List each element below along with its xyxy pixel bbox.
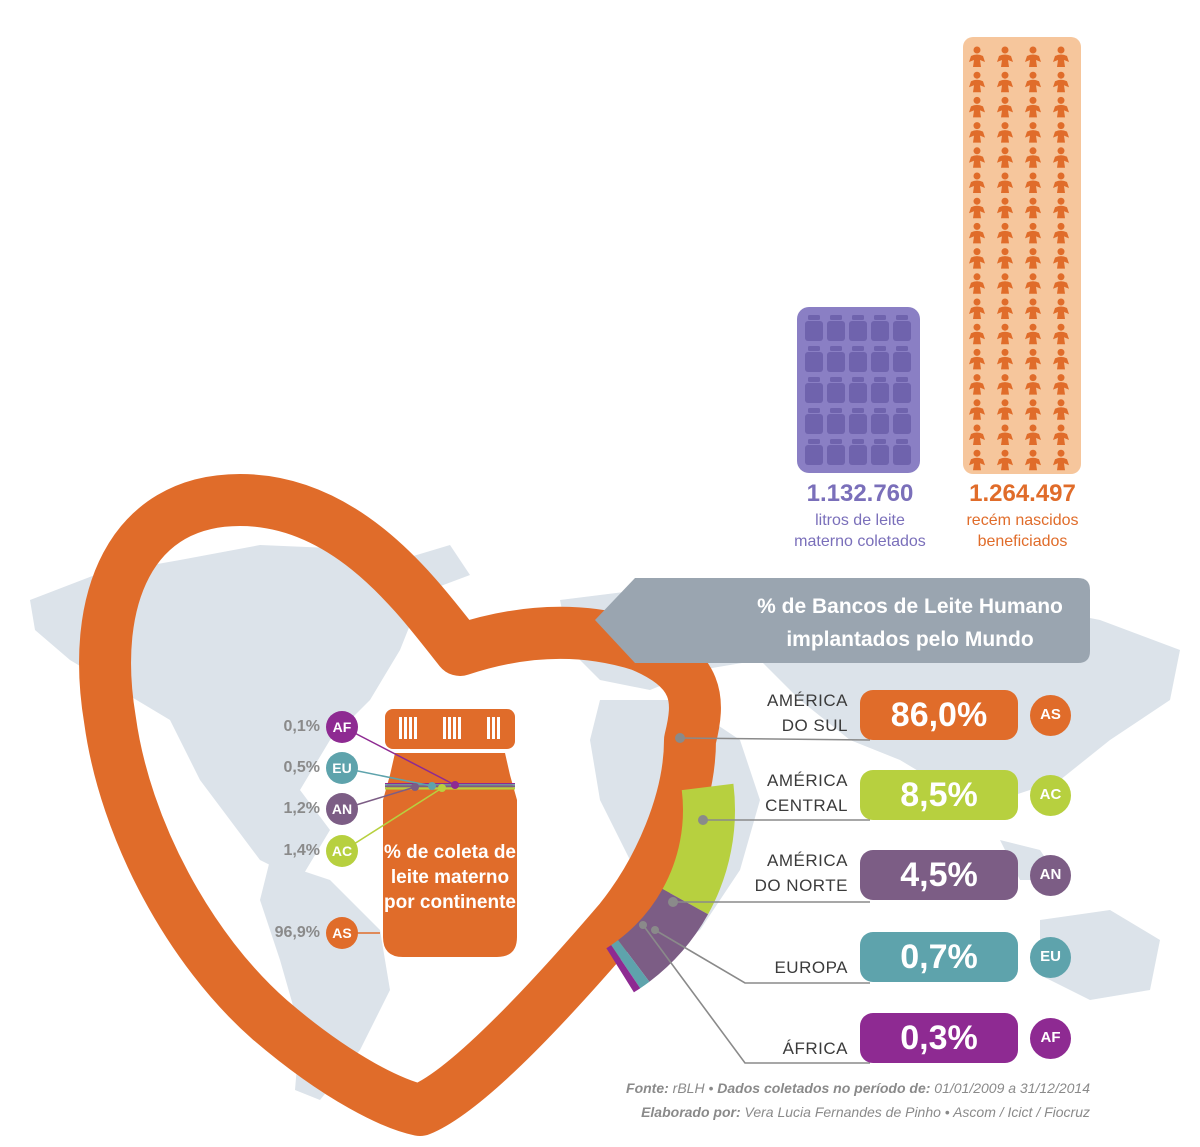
continent-name-af: ÁFRICA	[782, 1039, 848, 1058]
jar-percent-eu: 0,5%	[283, 759, 320, 776]
liters-label: litros de leite materno coletados	[760, 510, 960, 552]
code-badge-an: AN	[1030, 855, 1071, 896]
newborns-label: recém nascidos beneficiados	[925, 510, 1120, 552]
jar-layer-af	[385, 783, 515, 785]
percent-pill-an: 4,5%	[860, 850, 1018, 900]
percent-pill-eu: 0,7%	[860, 932, 1018, 982]
jar-badge-an: AN	[326, 793, 358, 825]
newborns-label-line1: recém nascidos	[966, 512, 1079, 529]
percent-pill-af: 0,3%	[860, 1013, 1018, 1063]
connector-af	[642, 924, 870, 1064]
code-badge-eu: EU	[1030, 937, 1071, 978]
jar-layer-an	[385, 785, 515, 788]
jar-badge-af: AF	[326, 711, 358, 743]
jar-caption-line3: por continente	[384, 892, 516, 913]
jar-percent-as: 96,9%	[274, 924, 320, 941]
continent-name-an: AMÉRICA DO NORTE	[754, 851, 848, 895]
banner-arrow	[595, 578, 1090, 663]
code-badge-as: AS	[1030, 695, 1071, 736]
connector-as	[679, 737, 871, 741]
percent-pill-ac: 8,5%	[860, 770, 1018, 820]
footer-period-label: Dados coletados no período de:	[717, 1080, 931, 1096]
footer-period-value: 01/01/2009 a 31/12/2014	[930, 1080, 1090, 1096]
mother-baby-grid	[963, 37, 1081, 474]
jar-caption-line1: % de coleta de	[384, 842, 516, 863]
jar-badge-as: AS	[326, 917, 358, 949]
milk-bottle-grid	[797, 307, 920, 473]
banner-title-line1: % de Bancos de Leite Humano	[757, 595, 1063, 618]
continent-name-as: AMÉRICA DO SUL	[767, 691, 848, 735]
percent-pill-as: 86,0%	[860, 690, 1018, 740]
jar-layer-eu	[385, 784, 515, 786]
liters-value: 1.132.760	[806, 480, 914, 507]
footer-author: Elaborado por: Vera Lucia Fernandes de P…	[400, 1104, 1090, 1120]
newborns-label-line2: beneficiados	[977, 533, 1068, 550]
jar-caption: % de coleta de leite materno por contine…	[375, 840, 525, 915]
liters-label-line1: litros de leite	[815, 512, 905, 529]
jar-caption-line2: leite materno	[390, 867, 510, 888]
ring-segment-af	[606, 945, 641, 993]
footer-source-value: rBLH •	[668, 1080, 718, 1096]
liters-label-line2: materno coletados	[794, 533, 926, 550]
footer-author-value: Vera Lucia Fernandes de Pinho • Ascom / …	[740, 1104, 1090, 1120]
banner-title-line2: implantados pelo Mundo	[786, 628, 1034, 651]
code-badge-af: AF	[1030, 1018, 1071, 1059]
jar-badge-eu: EU	[326, 752, 358, 784]
ring-segment-ac	[662, 783, 736, 915]
newborns-value: 1.264.497	[969, 480, 1076, 507]
code-badge-ac: AC	[1030, 775, 1071, 816]
footer-author-label: Elaborado por:	[641, 1104, 741, 1120]
ring-segment-eu	[611, 940, 650, 989]
jar-percent-an: 1,2%	[283, 800, 320, 817]
jar-badge-ac: AC	[326, 835, 358, 867]
jar-percent-af: 0,1%	[283, 718, 320, 735]
jar-percent-ac: 1,4%	[283, 842, 320, 859]
connector-eu	[654, 929, 870, 984]
jar-layer-ac	[385, 787, 515, 790]
banner-title: % de Bancos de Leite Humano implantados …	[720, 590, 1100, 656]
continent-name-eu: EUROPA	[774, 958, 848, 977]
footer-source: Fonte: rBLH • Dados coletados no período…	[400, 1080, 1090, 1096]
continent-name-ac: AMÉRICA CENTRAL	[765, 771, 848, 815]
footer-source-label: Fonte:	[626, 1080, 669, 1096]
